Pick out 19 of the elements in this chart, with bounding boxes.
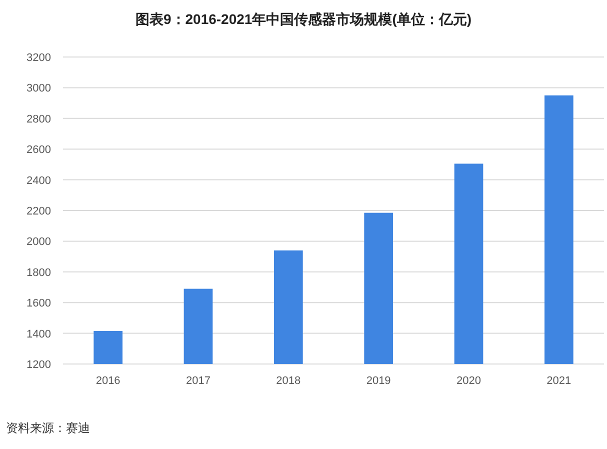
x-tick-label: 2021 xyxy=(546,375,572,387)
x-tick-label: 2018 xyxy=(276,375,301,387)
y-tick-label: 3200 xyxy=(26,52,51,64)
x-tick-label: 2017 xyxy=(186,375,210,387)
y-tick-label: 2400 xyxy=(26,174,51,187)
y-tick-label: 1200 xyxy=(26,359,51,371)
x-tick-label: 2019 xyxy=(366,375,391,387)
y-tick-label: 1400 xyxy=(26,328,51,340)
y-tick-label: 3000 xyxy=(26,82,51,95)
y-tick-label: 2600 xyxy=(26,144,51,156)
chart-title: 图表9：2016-2021年中国传感器市场规模(单位：亿元) xyxy=(135,11,472,27)
x-tick-label: 2016 xyxy=(96,375,120,387)
x-tick-label: 2020 xyxy=(456,375,481,387)
y-tick-label: 2200 xyxy=(26,206,51,218)
y-tick-label: 1600 xyxy=(26,298,51,310)
y-tick-label: 1800 xyxy=(26,266,51,279)
y-tick-label: 2000 xyxy=(26,236,51,248)
text: 资料来源：赛迪 xyxy=(6,421,90,435)
y-tick-label: 2800 xyxy=(26,113,51,126)
